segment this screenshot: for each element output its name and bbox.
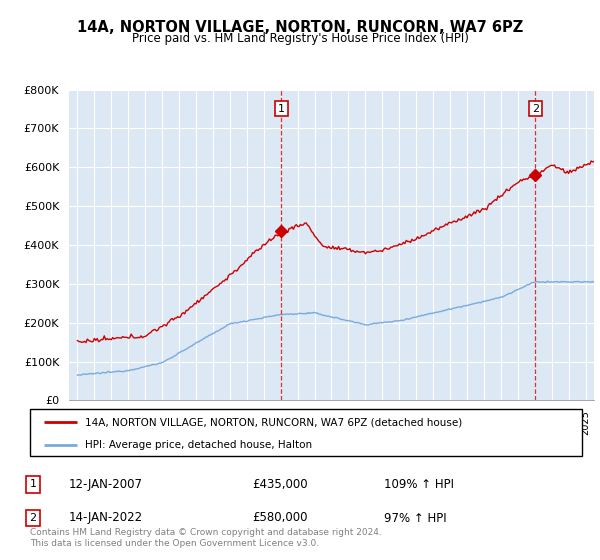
- Text: Price paid vs. HM Land Registry's House Price Index (HPI): Price paid vs. HM Land Registry's House …: [131, 32, 469, 45]
- Text: 109% ↑ HPI: 109% ↑ HPI: [384, 478, 454, 491]
- Text: HPI: Average price, detached house, Halton: HPI: Average price, detached house, Halt…: [85, 440, 313, 450]
- Text: 14A, NORTON VILLAGE, NORTON, RUNCORN, WA7 6PZ: 14A, NORTON VILLAGE, NORTON, RUNCORN, WA…: [77, 20, 523, 35]
- Text: 2: 2: [532, 104, 539, 114]
- Text: 14A, NORTON VILLAGE, NORTON, RUNCORN, WA7 6PZ (detached house): 14A, NORTON VILLAGE, NORTON, RUNCORN, WA…: [85, 417, 463, 427]
- Text: 14-JAN-2022: 14-JAN-2022: [69, 511, 143, 525]
- FancyBboxPatch shape: [30, 409, 582, 456]
- Text: £435,000: £435,000: [252, 478, 308, 491]
- Text: 12-JAN-2007: 12-JAN-2007: [69, 478, 143, 491]
- Text: £580,000: £580,000: [252, 511, 308, 525]
- Text: 97% ↑ HPI: 97% ↑ HPI: [384, 511, 446, 525]
- Text: 1: 1: [278, 104, 285, 114]
- Text: Contains HM Land Registry data © Crown copyright and database right 2024.
This d: Contains HM Land Registry data © Crown c…: [30, 528, 382, 548]
- Text: 1: 1: [29, 479, 37, 489]
- Text: 2: 2: [29, 513, 37, 523]
